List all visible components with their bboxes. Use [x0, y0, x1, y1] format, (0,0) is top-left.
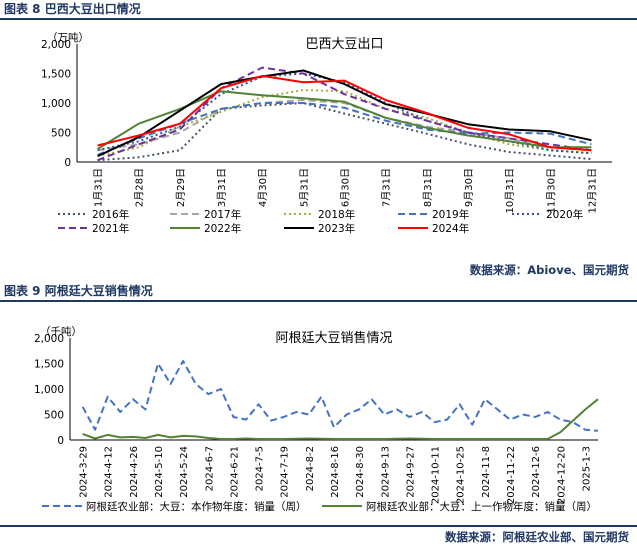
- series-line: [82, 398, 599, 440]
- legend-label: 2018年: [318, 208, 355, 221]
- x-tick-label: 2024-4-26: [129, 446, 140, 498]
- series-line: [97, 102, 592, 162]
- x-tick-label: 2024-10-25: [456, 446, 467, 504]
- y-tick-label: 1,000: [34, 384, 64, 396]
- series-line: [97, 90, 592, 150]
- x-tick-label: 2024-5-24: [179, 446, 190, 498]
- figure-8-source: 数据来源：Abiove、国元期货: [469, 263, 629, 277]
- x-tick-label: 10月31日: [504, 168, 516, 213]
- y-tick-label: 0: [64, 157, 71, 169]
- x-tick-label: 2024-6-7: [204, 446, 215, 491]
- x-tick-label: 2024-11-8: [481, 446, 492, 498]
- x-tick-label: 2024-3-29: [79, 446, 90, 498]
- legend-label: 阿根廷农业部：大豆：上一作物年度：销量（周）: [366, 500, 597, 513]
- legend-label: 2024年: [432, 222, 469, 235]
- y-axis-unit: （千吨）: [40, 325, 82, 338]
- legend-label: 2016年: [92, 208, 129, 221]
- y-tick-label: 500: [51, 128, 71, 140]
- x-tick-label: 3月31日: [216, 168, 228, 207]
- y-tick-label: 2,000: [41, 39, 71, 51]
- x-tick-label: 8月31日: [422, 168, 434, 207]
- x-tick-label: 2024-8-30: [355, 446, 366, 498]
- brazil-soybean-export-chart: 巴西大豆出口 （万吨） 0 500 1,000 1,500 2,000 1月31日 2月28日 2…: [41, 31, 612, 235]
- x-tick-label: 12月31日: [586, 168, 598, 213]
- x-tick-label: 7月31日: [381, 168, 393, 207]
- x-tick-label: 2024-4-12: [104, 446, 115, 498]
- x-tick-label: 1月31日: [93, 168, 105, 207]
- x-tick-label: 2024-9-27: [405, 446, 416, 498]
- series-line: [97, 66, 592, 162]
- x-tick-label: 2024-12-20: [556, 446, 567, 504]
- legend-label: 2022年: [204, 222, 241, 235]
- y-tick-label: 1,500: [34, 359, 64, 371]
- bottom-rule: [0, 525, 637, 527]
- chart-title: 阿根廷大豆销售情况: [275, 330, 392, 346]
- y-tick-label: 500: [44, 410, 64, 422]
- x-tick-label: 2024-10-11: [431, 446, 442, 504]
- legend-label: 2023年: [318, 222, 355, 235]
- legend-label: 2017年: [204, 208, 241, 221]
- x-tick-label: 2024-11-22: [506, 446, 517, 504]
- argentina-soybean-sales-chart: 阿根廷大豆销售情况 （千吨） 0 500 1,000 1,500 2,000 2024-3-2…: [34, 325, 599, 513]
- figure-9-header: 图表 9 阿根廷大豆销售情况: [0, 282, 637, 302]
- x-tick-label: 2024-9-13: [380, 446, 391, 498]
- y-tick-label: 0: [57, 435, 64, 447]
- figure-9-source: 数据来源：阿根廷农业部、国元期货: [445, 530, 629, 544]
- x-tick-label: 2024-7-19: [280, 446, 291, 498]
- x-tick-label: 5月31日: [298, 168, 310, 207]
- y-axis-unit: （万吨）: [47, 31, 89, 44]
- x-tick-label: 2024-8-16: [330, 446, 341, 498]
- x-tick-label: 2024-8-2: [305, 446, 316, 491]
- y-tick-label: 2,000: [34, 333, 64, 345]
- series-line: [97, 72, 592, 155]
- series-line: [97, 69, 592, 158]
- y-tick-label: 1,000: [41, 98, 71, 110]
- x-tick-label: 2025-1-3: [581, 446, 592, 491]
- x-tick-label: 2024-5-10: [154, 446, 165, 498]
- x-tick-label: 2024-12-6: [531, 446, 542, 498]
- x-tick-label: 9月30日: [463, 168, 475, 207]
- legend-label: 2021年: [92, 222, 129, 235]
- series-line: [97, 89, 592, 158]
- x-tick-label: 2月29日: [175, 168, 187, 207]
- figure-8-header: 图表 8 巴西大豆出口情况: [0, 0, 637, 20]
- legend-label: 2019年: [432, 208, 469, 221]
- series-line: [97, 99, 592, 152]
- x-tick-label: 11月30日: [545, 168, 557, 213]
- x-tick-label: 4月30日: [257, 168, 269, 207]
- legend-label: 阿根廷农业部：大豆：本作物年度：销量（周）: [86, 500, 307, 513]
- legend-label: 2020年: [546, 208, 583, 221]
- x-tick-label: 2月28日: [134, 168, 146, 207]
- series-line: [97, 74, 592, 152]
- chart-title: 巴西大豆出口: [305, 37, 383, 52]
- x-tick-label: 2024-7-5: [255, 446, 266, 491]
- x-tick-label: 6月30日: [340, 168, 352, 207]
- y-tick-label: 1,500: [41, 69, 71, 81]
- x-tick-label: 2024-6-21: [229, 446, 240, 498]
- series-line: [81, 360, 599, 432]
